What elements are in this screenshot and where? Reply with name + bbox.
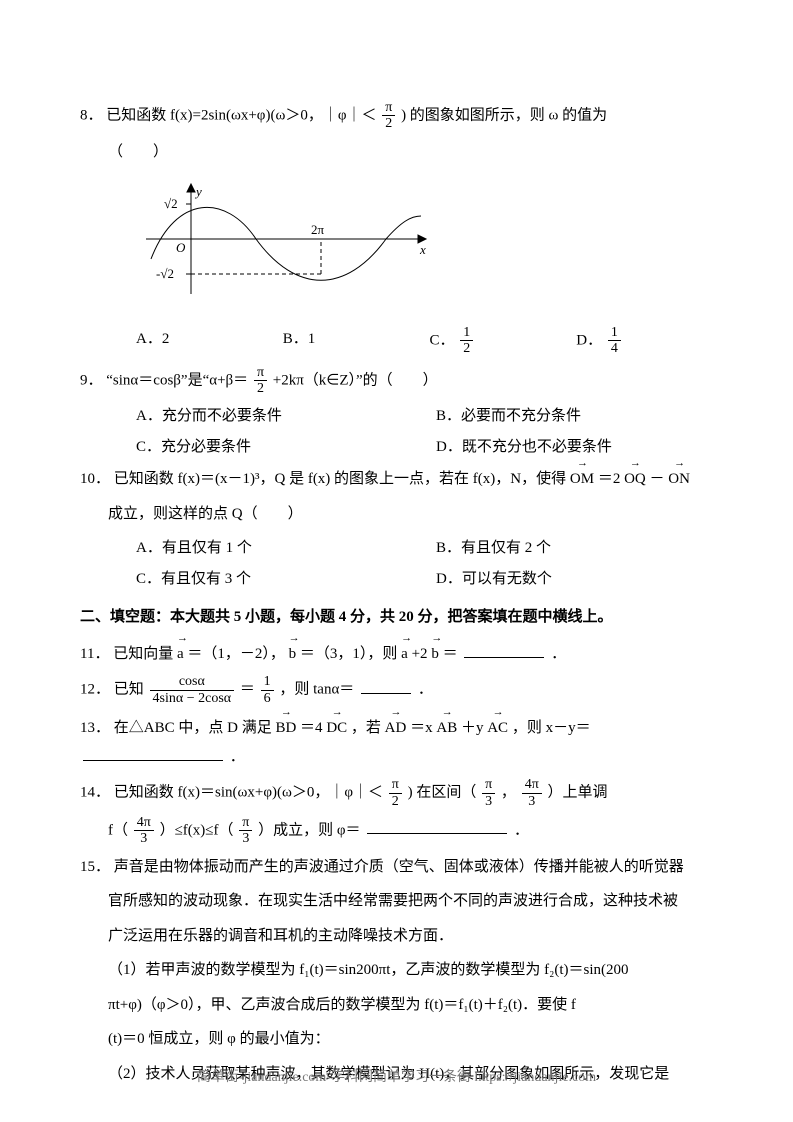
q12-number: 12． <box>80 682 110 698</box>
q14-line2: f（ 4π 3 ）≤f(x)≤f（ π 3 ）成立，则 φ＝ ． <box>80 815 723 847</box>
vec-bd: BD <box>275 712 296 743</box>
vec-ad: AD <box>385 712 407 743</box>
axis-y-label: y <box>194 184 202 199</box>
y-top-label: √2 <box>164 196 178 211</box>
q9-number: 9． <box>80 372 103 388</box>
q11-number: 11． <box>80 646 109 662</box>
q10-opt-a: A．有且仅有 1 个 <box>136 534 436 563</box>
q8-frac1: π 2 <box>382 100 395 132</box>
q8-stem-b: ) 的图象如图所示，则 ω 的值为 <box>401 107 607 123</box>
q9-opt-a: A．充分而不必要条件 <box>136 402 436 431</box>
q14-frac4: 4π 3 <box>134 815 154 847</box>
q14-frac2: π 3 <box>482 777 495 809</box>
axis-x-label: x <box>419 242 426 257</box>
q10-opts-row2: C．有且仅有 3 个 D．可以有无数个 <box>80 565 723 594</box>
q8-opt-b: B．1 <box>283 325 430 357</box>
y-bot-label: -√2 <box>156 266 174 281</box>
q11-blank <box>464 642 544 658</box>
q8-opt-c: C． 1 2 <box>430 325 577 357</box>
page-footer: 简单街-jiandanjie.com-学科网简单学习一条街 https://ji… <box>0 1065 793 1092</box>
vec-a2: a <box>401 638 408 669</box>
vec-a: a <box>177 638 184 669</box>
q10-number: 10． <box>80 471 110 487</box>
q8-opt-d-frac: 1 4 <box>608 325 621 357</box>
x-2pi-label: 2π <box>311 222 325 237</box>
q14-frac1: π 2 <box>389 777 402 809</box>
q15-number: 15． <box>80 859 110 875</box>
q12-big-frac: cosα 4sinα − 2cosα <box>150 674 235 706</box>
q14-line1: 14． 已知函数 f(x)＝sin(ωx+φ)(ω＞0，｜φ｜＜ π 2 ) 在… <box>80 777 723 809</box>
q8-opt-d: D． 1 4 <box>576 325 723 357</box>
q8-stem-a: 已知函数 f(x)=2sin(ωx+φ)(ω＞0，｜φ｜＜ <box>106 107 376 123</box>
q8-opt-c-frac: 1 2 <box>460 325 473 357</box>
q15-line4: （1）若甲声波的数学模型为 f₁(t)＝sin200πt，乙声波的数学模型为 f… <box>80 956 723 985</box>
vec-om: OM <box>570 463 594 494</box>
q12-blank <box>361 678 411 694</box>
q8-stem-line1: 8． 已知函数 f(x)=2sin(ωx+φ)(ω＞0，｜φ｜＜ π 2 ) 的… <box>80 100 723 132</box>
q9-frac: π 2 <box>254 365 267 397</box>
q15-line3: 广泛运用在乐器的调音和耳机的主动降噪技术方面． <box>80 922 723 951</box>
q8-paren: （ ） <box>80 138 723 167</box>
q15-line6: (t)＝0 恒成立，则 φ 的最小值为： <box>80 1025 723 1054</box>
q13-number: 13． <box>80 720 110 736</box>
q14-number: 14． <box>80 784 110 800</box>
sine-graph-svg: y x O √2 -√2 2π <box>136 174 436 304</box>
q15-line2: 官所感知的波动现象．在现实生活中经常需要把两个不同的声波进行合成，这种技术被 <box>80 887 723 916</box>
q8-graph: y x O √2 -√2 2π <box>80 174 723 315</box>
vec-oq: OQ <box>624 463 646 494</box>
q9-stem: 9． “sinα＝cosβ”是“α+β＝ π 2 +2kπ（k∈Z）”的（ ） <box>80 365 723 397</box>
q9-opt-c: C．充分必要条件 <box>136 433 436 462</box>
q14-frac3: 4π 3 <box>522 777 542 809</box>
q9-opts-row1: A．充分而不必要条件 B．必要而不充分条件 <box>80 402 723 431</box>
q13-blank <box>83 745 223 761</box>
q8-number: 8． <box>80 107 103 123</box>
q11: 11． 已知向量 a ＝（1，－2）， b ＝（3，1），则 a +2 b ＝ … <box>80 638 723 669</box>
q12-small-frac: 1 6 <box>261 674 274 706</box>
q14-blank <box>367 818 507 834</box>
q10-opt-c: C．有且仅有 3 个 <box>136 565 436 594</box>
q10-opt-d: D．可以有无数个 <box>436 565 723 594</box>
q9-opt-b: B．必要而不充分条件 <box>436 402 723 431</box>
q14-frac5: π 3 <box>239 815 252 847</box>
vec-b2: b <box>431 638 439 669</box>
q13: 13． 在△ABC 中，点 D 满足 BD ＝4 DC ，若 AD ＝x AB … <box>80 712 723 771</box>
vec-b: b <box>289 638 297 669</box>
origin-label: O <box>176 240 186 255</box>
q8-options: A．2 B．1 C． 1 2 D． 1 4 <box>80 325 723 357</box>
q10-opt-b: B．有且仅有 2 个 <box>436 534 723 563</box>
vec-ab: AB <box>436 712 457 743</box>
q10-stem-line2: 成立，则这样的点 Q（ ） <box>80 500 723 529</box>
vec-ac: AC <box>487 712 508 743</box>
q10-stem-line1: 10． 已知函数 f(x)＝(x－1)³，Q 是 f(x) 的图象上一点，若在 … <box>80 463 723 494</box>
vec-dc: DC <box>326 712 347 743</box>
q8-opt-a: A．2 <box>136 325 283 357</box>
vec-on: ON <box>668 463 690 494</box>
q15-line5: πt+φ)（φ＞0），甲、乙声波合成后的数学模型为 f(t)＝f₁(t)＋f₂(… <box>80 991 723 1020</box>
q15-line1: 15． 声音是由物体振动而产生的声波通过介质（空气、固体或液体）传播并能被人的听… <box>80 853 723 882</box>
q10-opts-row1: A．有且仅有 1 个 B．有且仅有 2 个 <box>80 534 723 563</box>
